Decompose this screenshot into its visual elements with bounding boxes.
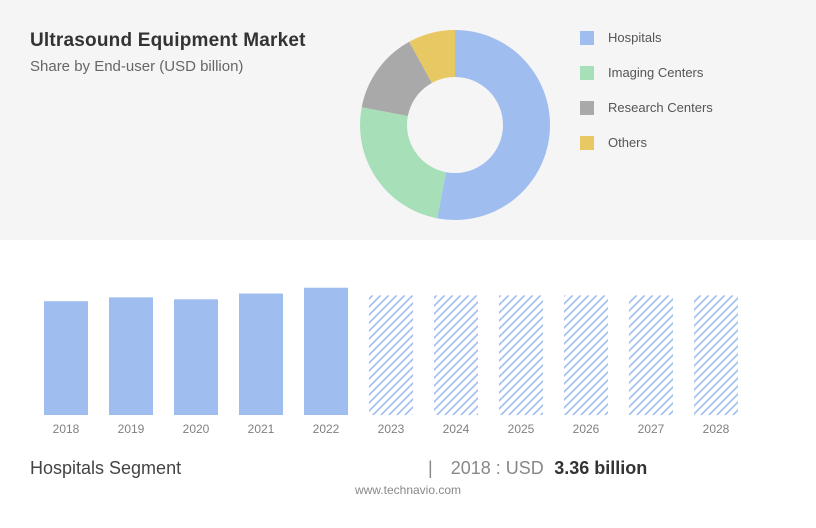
top-section: Ultrasound Equipment Market Share by End… (0, 0, 816, 240)
bar (239, 294, 283, 416)
legend-item: Imaging Centers (580, 65, 713, 80)
legend-swatch (580, 31, 594, 45)
bar-x-label: 2022 (313, 422, 340, 436)
segment-label: Hospitals Segment (30, 458, 410, 479)
bar-x-label: 2021 (248, 422, 275, 436)
bar-chart-section: 2018 2019 2020 2021 2022 2023 2024 2025 2026 2027… (0, 240, 816, 450)
stat-year: 2018 : USD (451, 458, 544, 479)
donut-hole (407, 77, 503, 173)
legend-label: Research Centers (608, 100, 713, 115)
footer-stat-line: Hospitals Segment | 2018 : USD 3.36 bill… (30, 458, 786, 479)
subtitle: Share by End-user (USD billion) (30, 58, 306, 75)
divider: | (428, 458, 433, 479)
bar-chart: 2018 2019 2020 2021 2022 2023 2024 2025 2026 2027… (30, 270, 786, 440)
legend-swatch (580, 101, 594, 115)
bar-x-label: 2019 (118, 422, 145, 436)
title-block: Ultrasound Equipment Market Share by End… (30, 30, 306, 75)
bar (694, 295, 738, 415)
legend-item: Others (580, 135, 713, 150)
bar (109, 297, 153, 415)
bar-x-label: 2023 (378, 422, 405, 436)
legend-label: Hospitals (608, 30, 661, 45)
legend-label: Others (608, 135, 647, 150)
source-url: www.technavio.com (30, 483, 786, 497)
main-title: Ultrasound Equipment Market (30, 30, 306, 52)
footer: Hospitals Segment | 2018 : USD 3.36 bill… (0, 450, 816, 497)
bar (434, 295, 478, 415)
donut-chart (350, 15, 560, 240)
legend-swatch (580, 136, 594, 150)
bar-x-label: 2028 (703, 422, 730, 436)
bar (44, 301, 88, 415)
stat-value: 3.36 billion (554, 458, 647, 479)
bar (629, 295, 673, 415)
bar-x-label: 2027 (638, 422, 665, 436)
bar (174, 299, 218, 415)
bar-x-label: 2025 (508, 422, 535, 436)
bar-x-label: 2020 (183, 422, 210, 436)
legend-label: Imaging Centers (608, 65, 703, 80)
bar (499, 295, 543, 415)
legend-item: Research Centers (580, 100, 713, 115)
bar (304, 288, 348, 415)
legend-item: Hospitals (580, 30, 713, 45)
bar (564, 295, 608, 415)
legend-swatch (580, 66, 594, 80)
legend: Hospitals Imaging Centers Research Centers… (580, 30, 713, 170)
bar-x-label: 2026 (573, 422, 600, 436)
bar (369, 295, 413, 415)
bar-x-label: 2018 (53, 422, 80, 436)
bar-x-label: 2024 (443, 422, 470, 436)
